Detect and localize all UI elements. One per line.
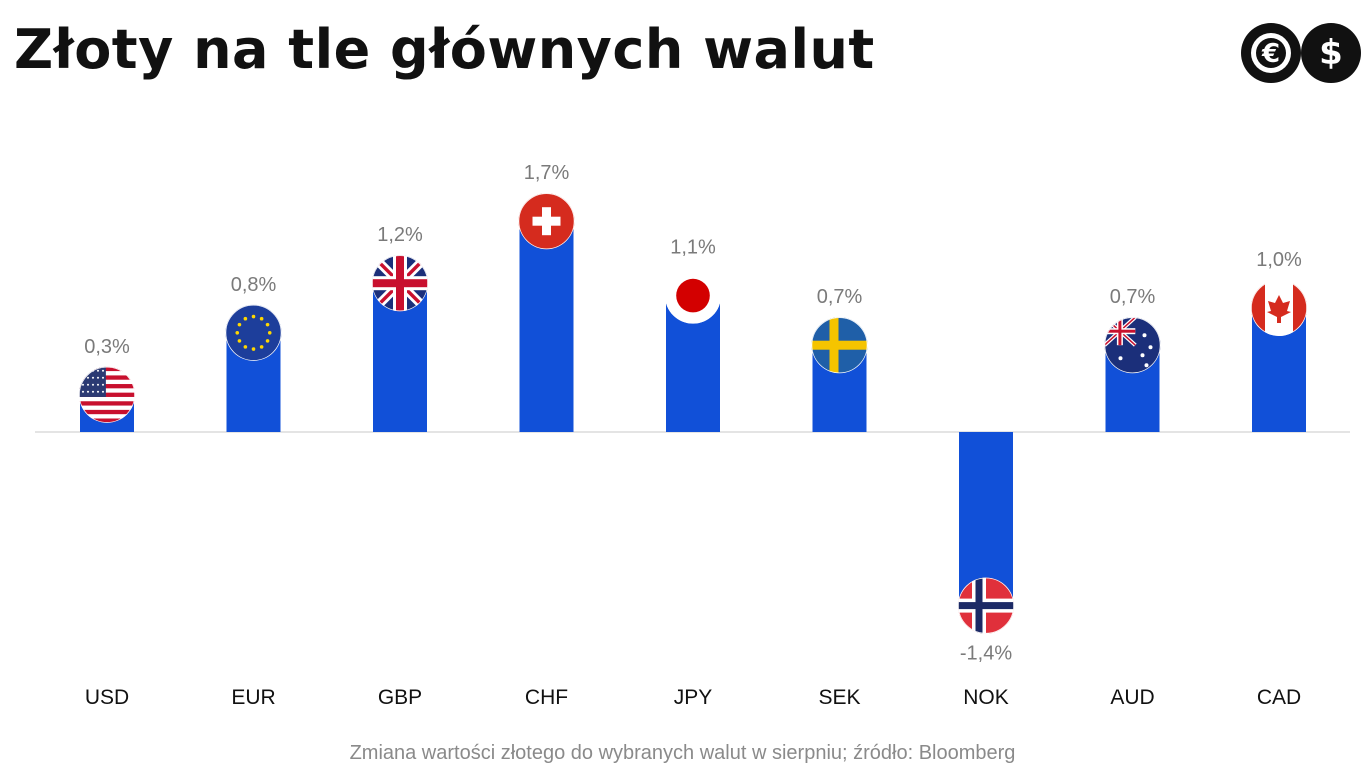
eu-flag-icon xyxy=(225,304,282,361)
chart-title: Złoty na tle głównych walut xyxy=(14,18,875,81)
x-tick-gbp: GBP xyxy=(378,686,422,709)
us-flag-icon xyxy=(79,366,135,423)
bar-chart: 0,3% USD 0,8% EUR 1,2% GBP 1,7% CHF 1,1% JPY 0,7% S… xyxy=(35,162,1350,709)
svg-text:€: € xyxy=(1261,39,1280,69)
value-label-nok: -1,4% xyxy=(960,643,1012,665)
value-label-chf: 1,7% xyxy=(524,162,570,184)
value-label-usd: 0,3% xyxy=(84,336,130,358)
value-label-cad: 1,0% xyxy=(1256,249,1302,271)
value-label-aud: 0,7% xyxy=(1110,286,1156,308)
x-tick-sek: SEK xyxy=(818,686,860,709)
japan-flag-icon xyxy=(665,267,721,324)
dollar-icon: $ xyxy=(1301,23,1361,83)
value-label-gbp: 1,2% xyxy=(377,224,423,246)
sweden-flag-icon xyxy=(811,317,868,374)
brand-logo: € $ xyxy=(1241,23,1361,83)
x-tick-nok: NOK xyxy=(963,686,1009,709)
uk-flag-icon xyxy=(372,255,428,312)
value-label-jpy: 1,1% xyxy=(670,237,716,259)
canada-flag-icon xyxy=(1251,280,1307,336)
swiss-flag-icon xyxy=(518,193,575,250)
x-tick-cad: CAD xyxy=(1257,686,1301,709)
x-tick-jpy: JPY xyxy=(674,686,713,709)
svg-text:$: $ xyxy=(1319,33,1343,73)
bar-nok xyxy=(959,432,1013,606)
x-tick-aud: AUD xyxy=(1110,686,1154,709)
chart-caption: Zmiana wartości złotego do wybranych wal… xyxy=(349,742,1016,764)
x-tick-eur: EUR xyxy=(231,686,275,709)
value-label-eur: 0,8% xyxy=(231,274,277,296)
x-tick-chf: CHF xyxy=(525,686,568,709)
value-label-sek: 0,7% xyxy=(817,286,863,308)
australia-flag-icon xyxy=(1104,317,1161,374)
norway-flag-icon xyxy=(958,577,1014,634)
bar-chf xyxy=(519,221,574,432)
euro-icon: € xyxy=(1241,23,1301,83)
x-tick-usd: USD xyxy=(85,686,129,709)
